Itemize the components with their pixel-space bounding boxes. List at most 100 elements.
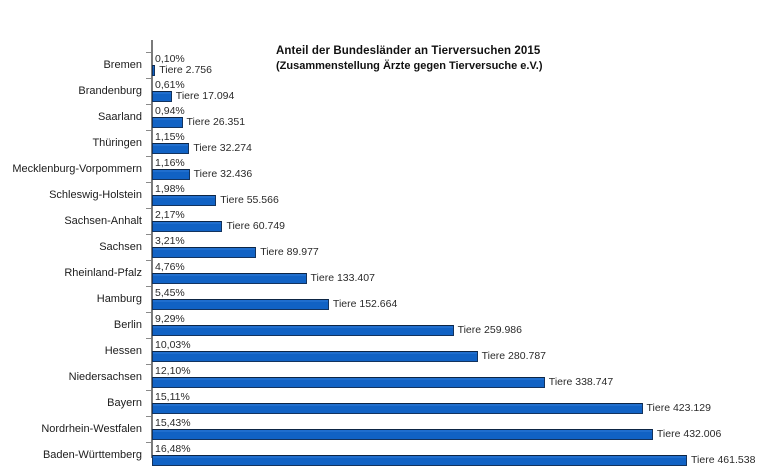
bar-row: Sachsen 3,21% Tiere 89.977 [0, 234, 760, 260]
category-label: Berlin [113, 319, 142, 331]
value-label: Tiere 280.787 [481, 350, 547, 362]
category-label: Hessen [104, 345, 142, 357]
bar-highlight [153, 222, 222, 224]
category-label: Baden-Württemberg [42, 449, 142, 461]
bar-highlight [153, 300, 328, 302]
axis-tick [146, 338, 151, 339]
axis-tick [146, 364, 151, 365]
value-label: Tiere 423.129 [646, 402, 711, 414]
category-label: Nordrhein-Westfalen [41, 423, 142, 435]
bar [152, 221, 223, 232]
bar-row: Nordrhein-Westfalen 15,43% Tiere 432.006 [0, 416, 760, 442]
value-label: Tiere 2.756 [159, 64, 212, 76]
percent-label: 2,17% [155, 209, 185, 221]
axis-tick [146, 182, 151, 183]
bar [152, 91, 172, 102]
axis-tick [146, 52, 151, 53]
value-label: Tiere 89.977 [260, 246, 319, 258]
bar-row: Mecklenburg-Vorpommern 1,16% Tiere 32.436 [0, 156, 760, 182]
bar-row: Saarland 0,94% Tiere 26.351 [0, 104, 760, 130]
percent-label: 0,10% [155, 53, 185, 65]
percent-label: 1,15% [155, 131, 185, 143]
bar [152, 143, 190, 154]
percent-label: 15,43% [155, 417, 191, 429]
bar-row: Bremen 0,10% Tiere 2.756 [0, 52, 760, 78]
bar [152, 429, 653, 440]
category-label: Bremen [103, 59, 142, 71]
bar [152, 351, 478, 362]
percent-label: 1,16% [155, 157, 185, 169]
axis-tick [146, 260, 151, 261]
bar-highlight [153, 144, 189, 146]
bar-row: Niedersachsen 12,10% Tiere 338.747 [0, 364, 760, 390]
category-label: Niedersachsen [68, 371, 142, 383]
bar-highlight [153, 352, 477, 354]
percent-label: 12,10% [155, 365, 191, 377]
bar [152, 403, 643, 414]
percent-label: 3,21% [155, 235, 185, 247]
bar-highlight [153, 118, 182, 120]
axis-tick [146, 104, 151, 105]
category-label: Sachsen-Anhalt [64, 215, 142, 227]
category-label: Saarland [97, 111, 142, 123]
percent-label: 0,94% [155, 105, 185, 117]
value-label: Tiere 32.274 [193, 142, 252, 154]
bar-row: Hessen 10,03% Tiere 280.787 [0, 338, 760, 364]
bar-highlight [153, 248, 256, 250]
bar-row: Sachsen-Anhalt 2,17% Tiere 60.749 [0, 208, 760, 234]
category-label: Schleswig-Holstein [49, 189, 142, 201]
bar-highlight [153, 456, 686, 458]
bar-highlight [153, 326, 453, 328]
value-label: Tiere 461.538 [691, 454, 756, 466]
bar-row: Rheinland-Pfalz 4,76% Tiere 133.407 [0, 260, 760, 286]
percent-label: 5,45% [155, 287, 185, 299]
category-label: Hamburg [96, 293, 142, 305]
bar-highlight [153, 66, 155, 68]
bar-row: Thüringen 1,15% Tiere 32.274 [0, 130, 760, 156]
category-label: Sachsen [99, 241, 142, 253]
axis-tick [146, 416, 151, 417]
bar [152, 455, 687, 466]
percent-label: 10,03% [155, 339, 191, 351]
bar-row: Bayern 15,11% Tiere 423.129 [0, 390, 760, 416]
value-label: Tiere 432.006 [656, 428, 722, 440]
value-label: Tiere 17.094 [175, 90, 235, 102]
axis-tick [146, 130, 151, 131]
value-label: Tiere 338.747 [548, 376, 614, 388]
category-label: Thüringen [92, 137, 142, 149]
bar-highlight [153, 274, 306, 276]
axis-tick [146, 286, 151, 287]
percent-label: 16,48% [155, 443, 191, 455]
bar-row: Berlin 9,29% Tiere 259.986 [0, 312, 760, 338]
axis-tick [146, 442, 151, 443]
bar [152, 169, 190, 180]
value-label: Tiere 133.407 [310, 272, 375, 284]
bar [152, 325, 454, 336]
bar-row: Brandenburg 0,61% Tiere 17.094 [0, 78, 760, 104]
chart-subtitle: (Zusammenstellung Ärzte gegen Tierversuc… [276, 60, 543, 72]
axis-tick [146, 390, 151, 391]
category-label: Rheinland-Pfalz [64, 267, 142, 279]
value-label: Tiere 60.749 [226, 220, 286, 232]
bar [152, 195, 217, 206]
axis-tick [146, 78, 151, 79]
percent-label: 9,29% [155, 313, 185, 325]
category-label: Brandenburg [78, 85, 142, 97]
bar [152, 299, 329, 310]
bar-highlight [153, 404, 642, 406]
bar-highlight [153, 196, 216, 198]
bar-row: Hamburg 5,45% Tiere 152.664 [0, 286, 760, 312]
bar [152, 247, 257, 258]
axis-tick [146, 208, 151, 209]
value-label: Tiere 55.566 [220, 194, 279, 206]
bar-row: Schleswig-Holstein 1,98% Tiere 55.566 [0, 182, 760, 208]
percent-label: 15,11% [155, 391, 190, 403]
percent-label: 0,61% [155, 79, 185, 91]
value-label: Tiere 152.664 [332, 298, 398, 310]
bar [152, 273, 307, 284]
value-label: Tiere 26.351 [186, 116, 246, 128]
bar-highlight [153, 378, 544, 380]
bar-row: Baden-Württemberg 16,48% Tiere 461.538 [0, 442, 760, 468]
percent-label: 4,76% [155, 261, 185, 273]
